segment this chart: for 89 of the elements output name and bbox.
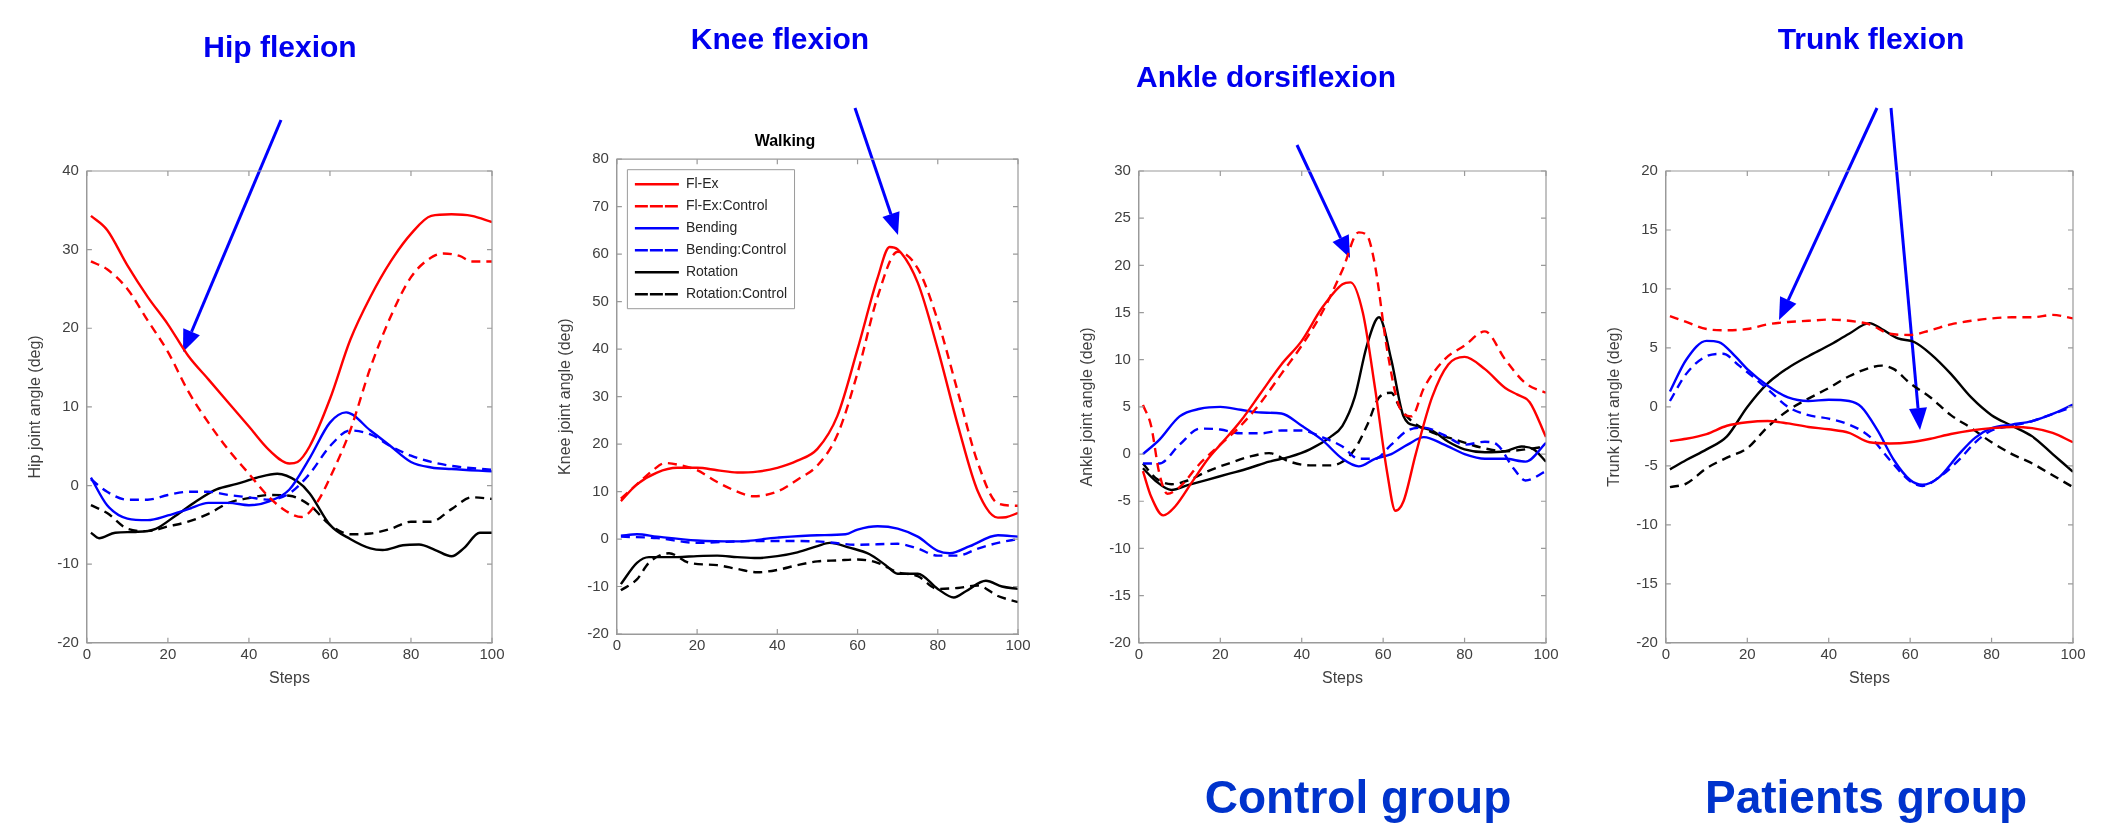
y-tick-label: -10 xyxy=(587,576,609,594)
y-tick-label: 5 xyxy=(1649,338,1658,356)
y-tick-label: -10 xyxy=(1636,514,1658,532)
y-tick-label: 30 xyxy=(1114,161,1131,179)
y-tick-label: 60 xyxy=(592,244,609,262)
y-axis-title: Hip joint angle (deg) xyxy=(26,335,44,479)
text: Ankle dorsiflexion xyxy=(1135,60,1397,94)
y-tick-label: 0 xyxy=(70,475,79,493)
text: Control group xyxy=(1204,770,1512,824)
text: Hip flexion xyxy=(203,30,357,64)
y-tick-label: -5 xyxy=(1644,456,1658,474)
x-tick-label: 80 xyxy=(402,644,420,662)
y-tick-label: -5 xyxy=(1117,491,1131,509)
x-tick-label: 60 xyxy=(1901,644,1919,662)
x-tick-label: 60 xyxy=(321,644,339,662)
y-tick-label: -20 xyxy=(1636,632,1658,650)
x-tick-label: 40 xyxy=(1293,644,1311,662)
y-axis-title: Ankle joint angle (deg) xyxy=(1078,327,1096,487)
x-tick-label: 0 xyxy=(1661,644,1671,662)
y-tick-label: 10 xyxy=(1114,349,1131,367)
line-series xyxy=(1668,419,2073,445)
x-tick-label: 40 xyxy=(768,636,786,654)
x-tick-label: 40 xyxy=(240,644,258,662)
legend-label: Rotation xyxy=(685,263,739,280)
line-series xyxy=(89,252,492,519)
x-tick-label: 20 xyxy=(1738,644,1756,662)
y-tick-label: 20 xyxy=(1114,255,1131,273)
y-tick-label: 10 xyxy=(592,481,609,499)
y-tick-label: -15 xyxy=(1636,573,1658,591)
y-tick-label: 30 xyxy=(592,386,609,404)
x-tick-label: 0 xyxy=(1134,644,1144,662)
y-tick-label: 10 xyxy=(1641,279,1658,297)
y-tick-label: 70 xyxy=(592,196,609,214)
text: Knee flexion xyxy=(690,22,870,56)
x-tick-label: 100 xyxy=(1005,636,1031,654)
x-axis-title: Steps xyxy=(268,668,310,686)
x-tick-label: 100 xyxy=(479,644,505,662)
x-tick-label: 100 xyxy=(1533,644,1559,662)
line-series xyxy=(89,213,492,465)
y-tick-label: -10 xyxy=(57,554,79,572)
y-tick-label: 80 xyxy=(592,149,609,167)
y-tick-label: -10 xyxy=(1109,538,1131,556)
legend-label: Rotation:Control xyxy=(685,285,788,302)
y-tick-label: 50 xyxy=(592,291,609,309)
y-tick-label: -20 xyxy=(587,624,609,642)
x-tick-label: 0 xyxy=(82,644,92,662)
x-tick-label: 40 xyxy=(1820,644,1838,662)
y-tick-label: -15 xyxy=(1109,585,1131,603)
x-tick-label: 20 xyxy=(159,644,177,662)
legend-label: Fl-Ex:Control xyxy=(685,197,768,214)
x-axis-title: Steps xyxy=(1321,668,1363,686)
chart-title: Walking xyxy=(754,132,816,150)
y-tick-label: 40 xyxy=(592,339,609,357)
line-series xyxy=(619,541,1018,599)
line-series xyxy=(1668,321,2073,473)
x-tick-label: 100 xyxy=(2060,644,2086,662)
y-tick-label: 5 xyxy=(1122,397,1131,415)
y-tick-label: 0 xyxy=(1122,444,1131,462)
y-tick-label: 15 xyxy=(1114,302,1131,320)
y-tick-label: 0 xyxy=(600,529,609,547)
x-axis-title: Steps xyxy=(1848,668,1890,686)
x-tick-label: 80 xyxy=(1456,644,1473,662)
x-tick-label: 80 xyxy=(1983,644,2000,662)
legend-label: Bending xyxy=(685,219,738,236)
text: Patients group xyxy=(1704,770,2028,824)
y-tick-label: 10 xyxy=(62,397,79,415)
y-tick-label: 20 xyxy=(62,318,79,336)
y-tick-label: 20 xyxy=(1641,161,1658,179)
y-tick-label: 0 xyxy=(1649,397,1658,415)
legend-label: Fl-Ex xyxy=(685,175,719,192)
y-tick-label: 25 xyxy=(1114,208,1131,226)
line-series xyxy=(89,472,492,558)
legend-label: Bending:Control xyxy=(685,241,787,258)
x-tick-label: 80 xyxy=(929,636,947,654)
y-tick-label: -20 xyxy=(57,632,79,650)
x-tick-label: 60 xyxy=(1374,644,1392,662)
y-tick-label: 40 xyxy=(62,161,79,179)
x-tick-label: 20 xyxy=(688,636,706,654)
text: Trunk flexion xyxy=(1777,22,1965,56)
x-tick-label: 60 xyxy=(849,636,866,654)
y-tick-label: 20 xyxy=(592,434,609,452)
y-tick-label: -20 xyxy=(1109,632,1131,650)
y-axis-title: Trunk joint angle (deg) xyxy=(1605,327,1623,487)
y-axis-title: Knee joint angle (deg) xyxy=(556,318,574,475)
y-tick-label: 15 xyxy=(1641,220,1658,238)
line-series xyxy=(1141,316,1546,492)
x-tick-label: 0 xyxy=(612,636,622,654)
y-tick-label: 30 xyxy=(62,239,79,257)
x-tick-label: 20 xyxy=(1211,644,1229,662)
